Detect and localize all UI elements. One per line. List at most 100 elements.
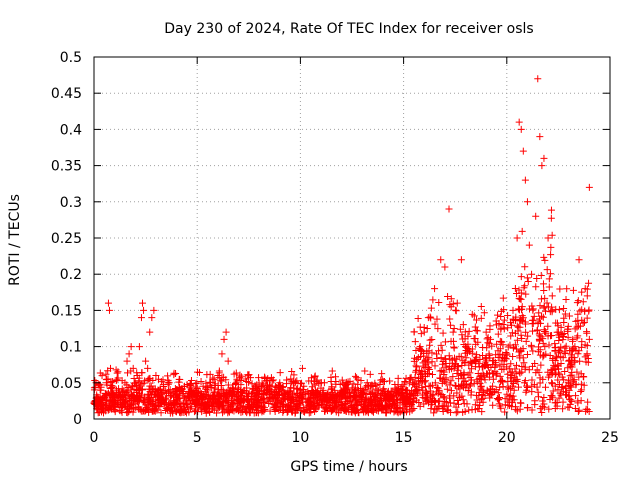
y-tick-label: 0.4 — [60, 122, 82, 138]
data-point — [340, 406, 348, 414]
data-point — [458, 331, 466, 339]
data-point — [516, 369, 524, 377]
data-point — [368, 407, 376, 415]
data-point — [152, 401, 160, 409]
data-point — [428, 349, 436, 357]
data-point — [293, 390, 301, 398]
data-point — [424, 359, 432, 367]
data-point — [578, 316, 586, 324]
data-point — [496, 362, 504, 370]
data-point — [410, 394, 418, 402]
data-point — [209, 401, 217, 409]
data-point — [446, 392, 454, 400]
y-tick-label: 0.15 — [51, 303, 82, 319]
y-tick-label: 0.35 — [51, 159, 82, 175]
data-point — [475, 363, 483, 371]
data-point — [547, 251, 555, 259]
data-point — [575, 373, 583, 381]
data-point — [219, 409, 227, 417]
data-point — [567, 396, 575, 404]
data-point — [410, 357, 418, 365]
data-point — [203, 404, 211, 412]
data-point — [536, 379, 544, 387]
data-point — [402, 374, 410, 382]
data-point — [311, 372, 319, 380]
data-point — [565, 312, 573, 320]
data-point — [468, 310, 476, 318]
data-point — [389, 401, 397, 409]
data-point — [524, 332, 532, 340]
data-point — [102, 379, 110, 387]
data-point — [327, 393, 335, 401]
data-point — [394, 374, 402, 382]
data-point — [253, 403, 261, 411]
data-point — [499, 378, 507, 386]
data-point — [453, 389, 461, 397]
data-point — [209, 374, 217, 382]
data-point — [171, 397, 179, 405]
data-point — [254, 406, 262, 414]
data-point — [478, 408, 486, 416]
data-point — [420, 400, 428, 408]
data-point — [174, 395, 182, 403]
data-point — [581, 341, 589, 349]
data-point — [454, 396, 462, 404]
data-point — [447, 387, 455, 395]
data-point — [419, 377, 427, 385]
data-point — [465, 361, 473, 369]
data-point — [363, 389, 371, 397]
data-point — [426, 336, 434, 344]
data-point — [220, 335, 228, 343]
data-point — [500, 316, 508, 324]
data-point — [287, 406, 295, 414]
data-point — [317, 379, 325, 387]
data-point — [554, 386, 562, 394]
data-point — [249, 406, 257, 414]
data-point — [446, 315, 454, 323]
data-point — [541, 343, 549, 351]
data-point — [544, 234, 552, 242]
data-point — [260, 404, 268, 412]
data-point — [547, 206, 555, 214]
data-point — [414, 315, 422, 323]
data-point — [336, 399, 344, 407]
data-point — [549, 356, 557, 364]
data-point — [536, 133, 544, 141]
data-point — [419, 394, 427, 402]
data-point — [437, 341, 445, 349]
data-point — [98, 401, 106, 409]
data-point — [226, 386, 234, 394]
data-point — [224, 381, 232, 389]
data-point — [446, 363, 454, 371]
data-point — [556, 389, 564, 397]
data-point — [332, 373, 340, 381]
data-point — [486, 322, 494, 330]
data-point — [234, 393, 242, 401]
data-point — [566, 380, 574, 388]
data-point — [214, 372, 222, 380]
data-point — [564, 378, 572, 386]
data-point — [509, 306, 517, 314]
data-point — [228, 398, 236, 406]
data-point — [342, 399, 350, 407]
data-point — [349, 380, 357, 388]
data-point — [543, 299, 551, 307]
data-point — [560, 330, 568, 338]
data-point — [252, 399, 260, 407]
x-tick-label: 0 — [90, 430, 99, 446]
data-point — [127, 343, 135, 351]
data-point — [286, 393, 294, 401]
data-point — [420, 328, 428, 336]
data-point — [311, 408, 319, 416]
data-point — [129, 408, 137, 416]
data-point — [449, 328, 457, 336]
data-point — [339, 388, 347, 396]
data-point — [180, 404, 188, 412]
data-point — [358, 393, 366, 401]
data-point — [95, 402, 103, 410]
data-point — [539, 280, 547, 288]
data-point — [473, 351, 481, 359]
data-point — [522, 328, 530, 336]
data-point — [198, 399, 206, 407]
data-point — [552, 305, 560, 313]
